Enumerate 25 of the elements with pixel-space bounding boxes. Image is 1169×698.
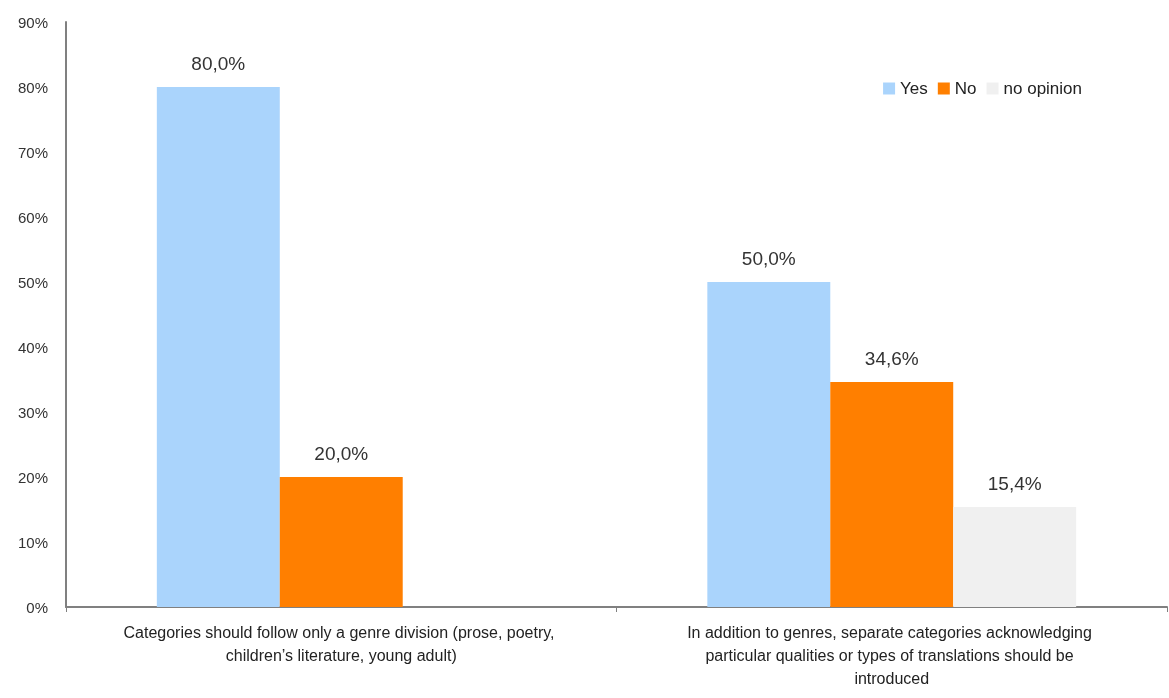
y-tick-label: 30% — [17, 403, 48, 421]
legend-label: Yes — [900, 79, 928, 98]
y-tick-label: 50% — [17, 273, 48, 291]
y-tick-label: 10% — [17, 533, 48, 551]
x-tick-label: Categories should follow only a genre division (prose, poetry, children’s literature, young adult) — [123, 624, 559, 664]
bar — [707, 282, 831, 607]
y-tick-label: 70% — [17, 143, 48, 161]
data-label: 20,0% — [314, 443, 369, 464]
y-tick-label: 60% — [17, 208, 48, 226]
legend-label: No — [954, 79, 977, 98]
bar — [830, 382, 954, 607]
bar — [279, 477, 403, 607]
y-tick-label: 80% — [17, 78, 48, 96]
legend-label: no opinion — [1003, 79, 1083, 98]
bar — [953, 506, 1077, 607]
y-tick-label: 20% — [17, 468, 48, 486]
data-label: 80,0% — [191, 53, 246, 74]
bar — [156, 87, 280, 607]
y-tick-label: 90% — [17, 13, 48, 31]
data-label: 15,4% — [987, 472, 1042, 494]
y-tick-label: 0% — [26, 598, 48, 616]
data-label: 50,0% — [741, 248, 796, 269]
x-tick-label: In addition to genres, separate categories acknowledging particular qualities or types of translations should be introduced — [687, 624, 1097, 687]
y-tick-label: 40% — [17, 338, 48, 356]
data-label: 34,6% — [864, 348, 919, 370]
